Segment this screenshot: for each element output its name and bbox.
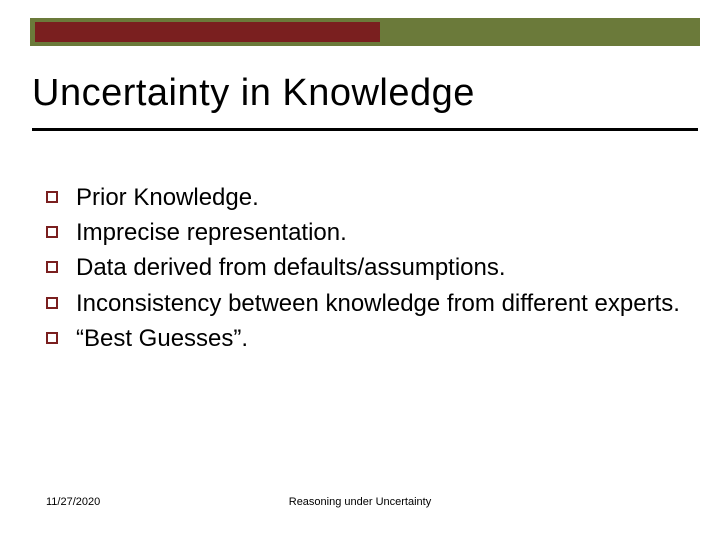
square-bullet-icon <box>46 226 58 238</box>
list-item: “Best Guesses”. <box>46 323 680 354</box>
bullet-text: Data derived from defaults/assumptions. <box>76 252 680 283</box>
square-bullet-icon <box>46 261 58 273</box>
slide-title: Uncertainty in Knowledge <box>32 72 688 115</box>
list-item: Imprecise representation. <box>46 217 680 248</box>
square-bullet-icon <box>46 332 58 344</box>
list-item: Prior Knowledge. <box>46 182 680 213</box>
square-bullet-icon <box>46 191 58 203</box>
title-underline <box>32 128 698 131</box>
list-item: Data derived from defaults/assumptions. <box>46 252 680 283</box>
bullet-text: Imprecise representation. <box>76 217 680 248</box>
bullet-text: Inconsistency between knowledge from dif… <box>76 288 680 319</box>
decorative-top-band <box>30 18 700 46</box>
bullet-text: Prior Knowledge. <box>76 182 680 213</box>
list-item: Inconsistency between knowledge from dif… <box>46 288 680 319</box>
square-bullet-icon <box>46 297 58 309</box>
bullet-text: “Best Guesses”. <box>76 323 680 354</box>
bullet-list: Prior Knowledge. Imprecise representatio… <box>46 182 680 358</box>
band-inner <box>35 22 380 42</box>
footer-subtitle: Reasoning under Uncertainty <box>0 496 720 508</box>
